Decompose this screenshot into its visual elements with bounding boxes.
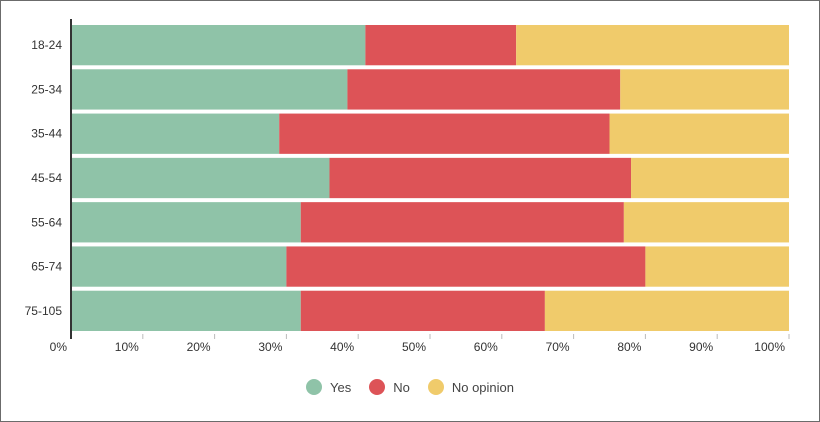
category-label: 45-54 [31, 171, 62, 185]
x-tick-label: 0% [50, 340, 68, 354]
x-tick-label: 20% [187, 340, 211, 354]
bar-yes-55-64 [71, 202, 301, 243]
bar-no-75-105 [300, 290, 545, 331]
legend-swatch [369, 379, 386, 395]
bar-no-opinion-75-105 [544, 290, 789, 331]
x-tick-label: 10% [115, 340, 139, 354]
bar-no-opinion-45-54 [631, 157, 789, 199]
bar-no-opinion-35-44 [609, 113, 789, 154]
x-tick-label: 50% [402, 340, 426, 354]
category-label: 35-44 [31, 127, 62, 141]
bar-no-65-74 [286, 246, 646, 287]
category-label: 18-24 [31, 38, 62, 52]
legend-label: No opinion [451, 379, 514, 395]
bar-no-55-64 [300, 202, 624, 243]
bar-no-25-34 [347, 69, 621, 110]
x-tick-label: 60% [474, 340, 498, 354]
legend-swatch [306, 379, 322, 395]
stacked-bar-chart: 18-24 25-34 35-44 45-54 55-64 65-74 75-105 0% 10… [25, 19, 790, 354]
x-tick-label: 40% [330, 340, 354, 354]
legend-label: No [393, 379, 410, 395]
bar-yes-25-34 [71, 69, 348, 110]
category-label: 75-105 [25, 304, 63, 318]
category-label: 65-74 [31, 260, 62, 274]
bar-no-opinion-65-74 [645, 246, 789, 287]
x-tick-label: 80% [617, 340, 641, 354]
bar-yes-18-24 [71, 25, 366, 66]
bar-no-opinion-18-24 [516, 25, 789, 66]
x-tick-label: 90% [689, 340, 713, 354]
category-label: 25-34 [31, 82, 62, 96]
bar-no-18-24 [365, 25, 517, 66]
legend-swatch [427, 379, 444, 395]
bar-no-opinion-25-34 [620, 69, 789, 110]
bar-no-45-54 [329, 157, 632, 199]
legend-item-no[interactable]: No [369, 379, 410, 395]
bar-yes-65-74 [71, 246, 287, 287]
legend-label: Yes [330, 379, 352, 395]
bar-yes-45-54 [71, 157, 330, 199]
category-label: 55-64 [31, 215, 62, 229]
legend: Yes No No opinion [1, 379, 819, 395]
bar-no-opinion-55-64 [623, 202, 789, 243]
x-tick-label: 100% [754, 340, 785, 354]
x-tick-label: 70% [546, 340, 570, 354]
bar-yes-75-105 [71, 290, 301, 331]
x-tick-label: 30% [258, 340, 282, 354]
legend-item-yes[interactable]: Yes [306, 379, 351, 395]
bar-no-35-44 [279, 113, 610, 154]
legend-item-no-opinion[interactable]: No opinion [427, 379, 514, 395]
bar-yes-35-44 [71, 113, 280, 154]
